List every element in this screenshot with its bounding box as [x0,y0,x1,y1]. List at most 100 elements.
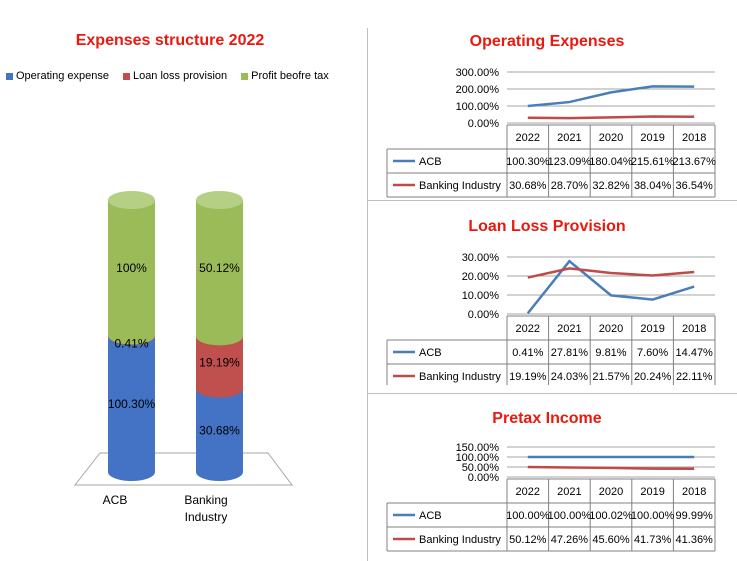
category-label-banking-industry: Banking Industry [184,493,228,524]
chart-floor [73,452,293,486]
pretax-income-value-0-2: 100.02% [589,510,633,522]
pretax-income-value-1-0: 50.12% [509,534,547,546]
operating-expenses-value-1-0: 30.68% [509,180,547,192]
operating-expenses-year-2019: 2019 [640,132,664,144]
loan-loss-provision-line-acb [526,259,695,315]
expenses-structure-title: Expenses structure 2022 [75,32,265,49]
bar-cap-1 [196,191,243,209]
operating-expenses-value-0-2: 180.04% [589,156,633,168]
operating-expenses-line-acb [527,85,695,108]
legend-loan-loss: Loan loss provision [122,70,228,82]
pretax-income-value-0-3: 100.00% [631,510,675,522]
loan-loss-provision-chart: 30.00% 20.00% 10.00% 0.00% 2022 2021 2020 2019 2… [386,252,716,385]
pretax-income-value-0-0: 100.00% [506,510,550,522]
operating-expenses-value-0-0: 100.30% [506,156,550,168]
data-label-profit-beofre-tax-1: 50.12% [199,261,240,275]
expenses-legend: Operating expense Loan loss provision Pr… [6,70,343,82]
loan-loss-provision-year-2021: 2021 [557,323,581,335]
loan-loss-provision-value-1-3: 20.24% [634,371,672,383]
operating-expenses-value-1-3: 38.04% [634,180,672,192]
operating-expenses-ytick: 100.00% [456,101,500,113]
operating-expenses-year-2021: 2021 [557,132,581,144]
operating-expenses-value-1-1: 28.70% [551,180,589,192]
loan-loss-provision-value-1-2: 21.57% [592,371,630,383]
loan-loss-provision-ytick: 10.00% [462,290,500,302]
pretax-income-legend-banking-industry: Banking Industry [419,534,501,546]
operating-expenses-legend-acb: ACB [419,156,442,168]
pretax-income-line-banking-industry [527,465,695,470]
legend-label-operating: Operating expense [16,70,109,82]
pretax-income-value-1-4: 41.36% [676,534,714,546]
loan-loss-provision-value-1-0: 19.19% [509,371,547,383]
data-label-operating-expense-0: 100.30% [108,397,156,411]
loan-loss-provision-ytick: 0.00% [468,309,499,321]
data-label-profit-beofre-tax-0: 100% [116,261,147,275]
loan-loss-provision-value-0-1: 27.81% [551,347,589,359]
pretax-income-year-2019: 2019 [640,486,664,498]
loan-loss-provision-value-0-4: 14.47% [676,347,714,359]
legend-label-loan-loss: Loan loss provision [132,70,228,82]
loan-loss-provision-title: Loan Loss Provision [468,218,626,235]
operating-expenses-ytick: 300.00% [456,67,500,79]
pretax-income-year-2022: 2022 [516,486,540,498]
legend-swatch-profit [241,72,249,80]
pretax-income-ytick: 0.00% [468,472,499,484]
pretax-income-value-0-4: 99.99% [676,510,714,522]
bar-profit-beofre-tax-0 [108,200,155,336]
operating-expenses-value-0-3: 215.61% [631,156,675,168]
operating-expenses-year-2018: 2018 [682,132,706,144]
stacked-cylinder-chart: 100.30% 0.41% 100% 30.68% 19.19% 50.12% [73,191,293,486]
operating-expenses-legend-banking-industry: Banking Industry [419,180,501,192]
bar-base-profit-beofre-tax-1 [196,327,243,346]
pretax-income-ytick: 150.00% [456,442,500,454]
pretax-income-value-1-2: 45.60% [592,534,630,546]
bar-operating-expense-1 [196,388,243,472]
loan-loss-provision-year-2020: 2020 [599,323,623,335]
operating-expenses-ytick: 0.00% [468,118,499,130]
operating-expenses-value-1-4: 36.54% [676,180,714,192]
legend-profit: Profit beofre tax [241,70,329,82]
data-label-loan-loss-provision-1: 19.19% [199,355,240,369]
category-label-acb: ACB [102,493,128,507]
panel-divider-2 [367,393,737,394]
bar-base-operating-expense-0 [108,463,155,481]
operating-expenses-ytick: 200.00% [456,84,500,96]
loan-loss-provision-ytick: 30.00% [462,252,500,264]
data-label-operating-expense-1: 30.68% [199,423,240,437]
pretax-income-chart: 150.00%100.00%50.00%0.00%2022 2021 2020 201… [386,442,716,552]
pretax-income-value-0-1: 100.00% [548,510,592,522]
bar-base-profit-beofre-tax-0 [108,326,155,345]
bar-profit-beofre-tax-1 [196,200,243,337]
operating-expenses-year-2020: 2020 [599,132,623,144]
bar-base-operating-expense-1 [196,463,243,481]
panel-divider-vertical [367,28,368,561]
operating-expenses-title: Operating Expenses [469,33,625,50]
pretax-income-year-2020: 2020 [599,486,623,498]
pretax-income-value-1-3: 41.73% [634,534,672,546]
loan-loss-provision-year-2019: 2019 [640,323,664,335]
operating-expenses-value-1-2: 32.82% [592,180,630,192]
legend-swatch-loan-loss [122,72,130,80]
pretax-income-title: Pretax Income [492,410,602,427]
operating-expenses-line-banking-industry [527,115,695,120]
loan-loss-provision-year-2018: 2018 [682,323,706,335]
loan-loss-provision-value-0-2: 9.81% [595,347,626,359]
loan-loss-provision-value-1-1: 24.03% [551,371,589,383]
pretax-income-value-1-1: 47.26% [551,534,589,546]
loan-loss-provision-ytick: 20.00% [462,271,500,283]
loan-loss-provision-value-1-4: 22.11% [676,371,713,383]
pretax-income-year-2021: 2021 [557,486,581,498]
operating-expenses-value-0-1: 123.09% [548,156,592,168]
pretax-income-legend-acb: ACB [419,510,442,522]
operating-expenses-year-2022: 2022 [516,132,540,144]
loan-loss-provision-legend-acb: ACB [419,347,442,359]
bar-operating-expense-0 [108,336,155,472]
pretax-income-ytick: 100.00% [456,452,500,464]
legend-operating-expense: Operating expense [6,70,109,82]
data-label-loan-loss-provision-0: 0.41% [114,337,148,351]
loan-loss-provision-value-0-3: 7.60% [637,347,668,359]
operating-expenses-chart: 300.00% 200.00% 100.00% 0.00% 2022 2021 2020 20… [386,67,716,198]
loan-loss-provision-value-0-0: 0.41% [512,347,543,359]
bar-cap-0 [108,191,155,209]
legend-label-profit: Profit beofre tax [251,70,329,82]
